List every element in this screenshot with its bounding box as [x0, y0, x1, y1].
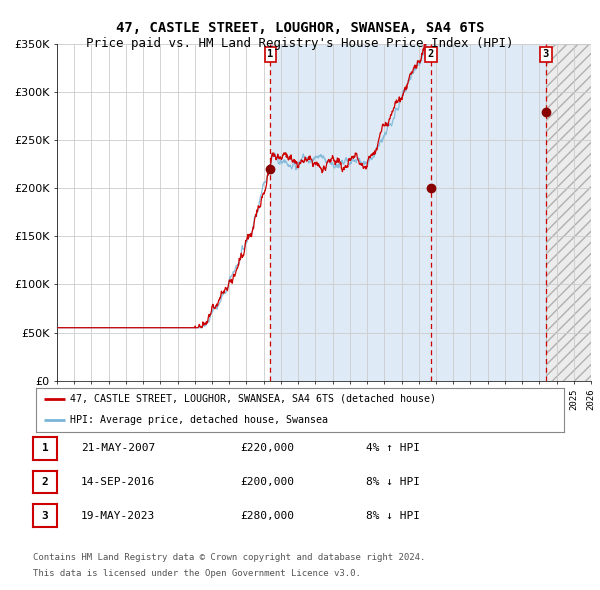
- Text: 1: 1: [41, 444, 49, 453]
- Text: 47, CASTLE STREET, LOUGHOR, SWANSEA, SA4 6TS: 47, CASTLE STREET, LOUGHOR, SWANSEA, SA4…: [116, 21, 484, 35]
- Bar: [270, 44, 546, 381]
- Text: 3: 3: [41, 511, 49, 520]
- Bar: [546, 44, 591, 381]
- Text: 3: 3: [543, 50, 549, 59]
- Text: Contains HM Land Registry data © Crown copyright and database right 2024.: Contains HM Land Registry data © Crown c…: [33, 553, 425, 562]
- Text: This data is licensed under the Open Government Licence v3.0.: This data is licensed under the Open Gov…: [33, 569, 361, 578]
- Text: Price paid vs. HM Land Registry's House Price Index (HPI): Price paid vs. HM Land Registry's House …: [86, 37, 514, 50]
- Text: 19-MAY-2023: 19-MAY-2023: [81, 511, 155, 520]
- Bar: [546, 44, 591, 381]
- Text: £200,000: £200,000: [240, 477, 294, 487]
- Text: HPI: Average price, detached house, Swansea: HPI: Average price, detached house, Swan…: [70, 415, 328, 425]
- Text: 2: 2: [41, 477, 49, 487]
- Text: 8% ↓ HPI: 8% ↓ HPI: [366, 511, 420, 520]
- Text: 14-SEP-2016: 14-SEP-2016: [81, 477, 155, 487]
- Text: 1: 1: [267, 50, 274, 59]
- Text: 21-MAY-2007: 21-MAY-2007: [81, 444, 155, 453]
- Text: 2: 2: [428, 50, 434, 59]
- Text: 8% ↓ HPI: 8% ↓ HPI: [366, 477, 420, 487]
- Text: 47, CASTLE STREET, LOUGHOR, SWANSEA, SA4 6TS (detached house): 47, CASTLE STREET, LOUGHOR, SWANSEA, SA4…: [70, 394, 436, 404]
- Text: £280,000: £280,000: [240, 511, 294, 520]
- Text: 4% ↑ HPI: 4% ↑ HPI: [366, 444, 420, 453]
- Text: £220,000: £220,000: [240, 444, 294, 453]
